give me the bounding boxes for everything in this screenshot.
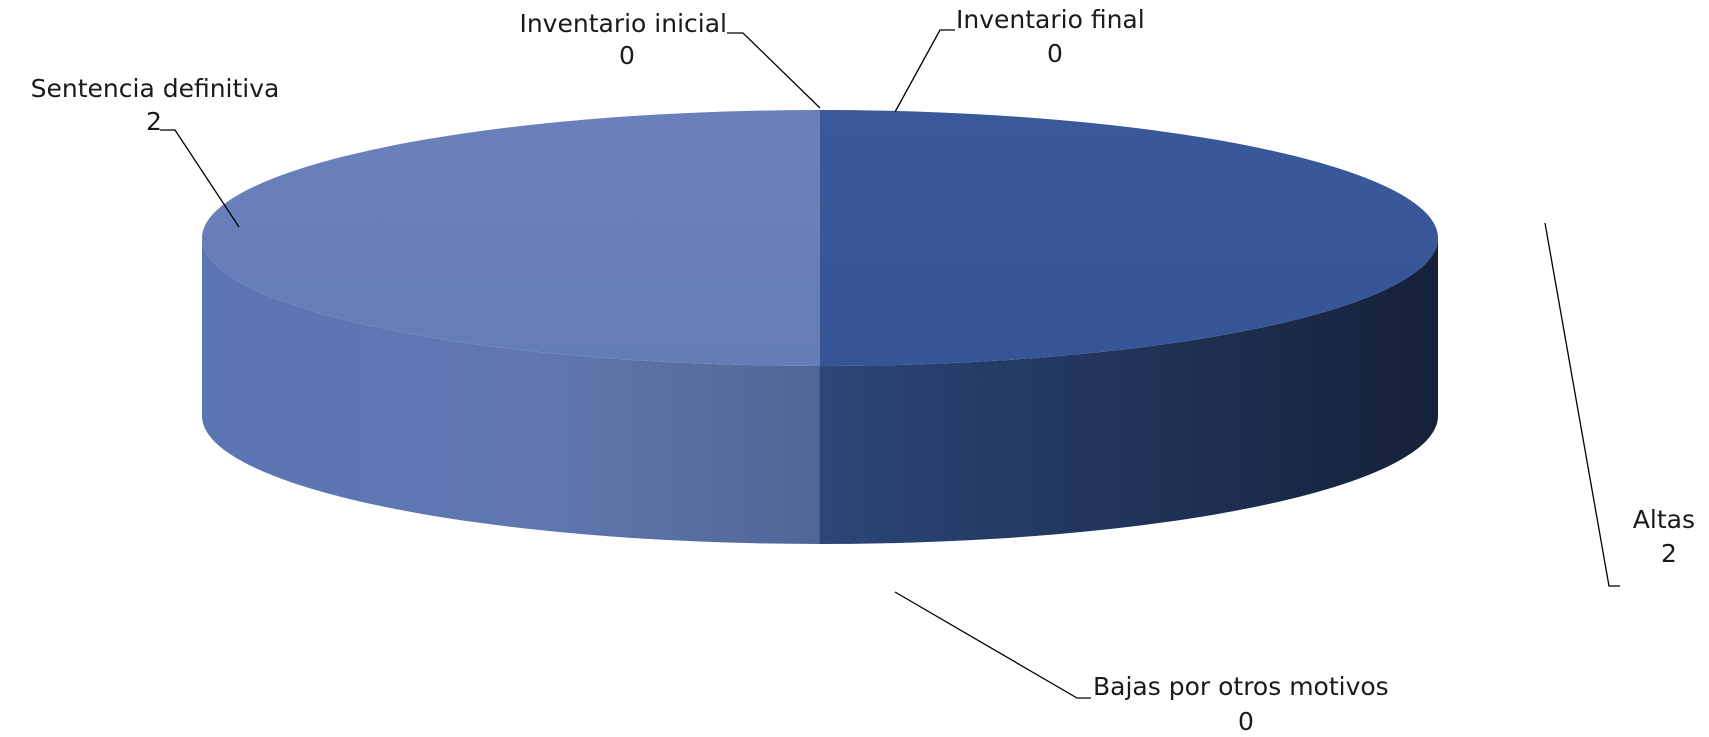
- data-label-category-5: Inventario final: [956, 5, 1145, 34]
- data-label-category-4: Sentencia definitiva: [31, 74, 280, 103]
- data-label-value-5: 0: [1047, 39, 1063, 68]
- data-label-category-1: Inventario inicial: [519, 9, 727, 38]
- leader-line-4: [160, 129, 240, 228]
- pie-slice-4: [202, 110, 820, 366]
- leader-line-2: [1544, 222, 1620, 587]
- data-label-value-1: 0: [619, 41, 635, 70]
- data-label-value-3: 0: [1238, 707, 1254, 736]
- data-label-value-2: 2: [1661, 539, 1677, 568]
- data-label-category-2: Altas: [1633, 505, 1695, 534]
- leader-line-5: [894, 29, 955, 113]
- data-label-category-3: Bajas por otros motivos: [1093, 672, 1389, 701]
- leader-line-1: [727, 32, 821, 109]
- leader-line-3: [894, 591, 1091, 699]
- pie-slice-side-4: [202, 238, 820, 544]
- pie-slice-side-2: [820, 238, 1438, 544]
- pie-slice-2: [820, 110, 1438, 366]
- data-label-value-4: 2: [146, 107, 162, 136]
